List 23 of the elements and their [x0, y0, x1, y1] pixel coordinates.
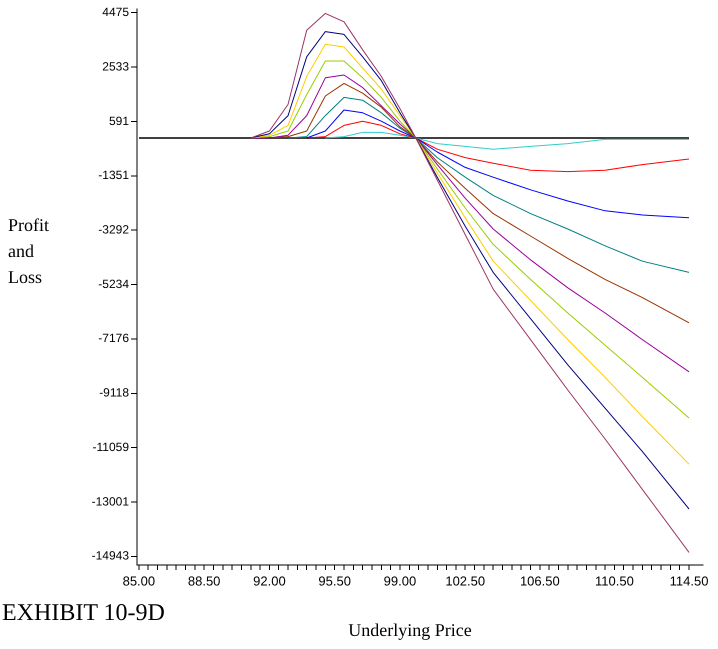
y-tick-label: -3292 [98, 222, 130, 236]
y-tick-label: 2533 [102, 59, 130, 74]
x-tick-label: 114.50 [670, 573, 708, 588]
x-tick-label: 92.00 [253, 573, 286, 588]
y-tick-label: -1351 [98, 168, 130, 182]
x-tick-label: 99.00 [384, 573, 416, 588]
y-tick-label: -14943 [92, 548, 130, 563]
x-tick-label: 110.50 [595, 573, 634, 588]
y-tick-label: -5234 [98, 276, 130, 291]
y-tick-label: 591 [108, 114, 130, 128]
x-axis-title: Underlying Price [347, 620, 473, 641]
x-tick-label: 102.50 [445, 573, 486, 588]
x-tick-label: 106.50 [520, 573, 560, 588]
x-tick-label: 88.50 [188, 573, 220, 588]
text: EXHIBIT 10-9D [2, 600, 165, 627]
y-tick-label: -13001 [92, 494, 130, 508]
y-tick-label: 4475 [102, 5, 130, 20]
y-tick-label: -11059 [92, 440, 130, 454]
y-tick-label: -7176 [98, 331, 130, 346]
y-axis-title: Profit and Loss [8, 214, 50, 289]
x-tick-label: 85.00 [122, 573, 156, 588]
x-tick-label: 95.50 [318, 573, 351, 588]
y-tick-label: -9118 [99, 386, 130, 400]
